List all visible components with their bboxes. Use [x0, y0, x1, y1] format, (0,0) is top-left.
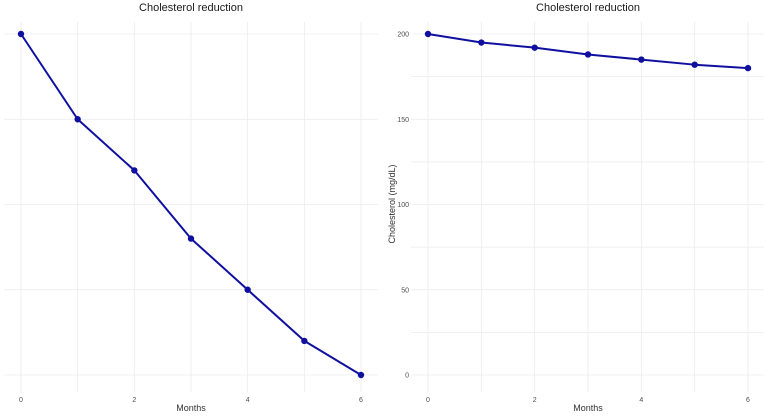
y-tick-label: 100	[397, 202, 409, 209]
y-tick-label: 150	[397, 117, 409, 124]
x-axis-label: Months	[176, 403, 206, 413]
x-axis-label: Months	[573, 403, 603, 413]
x-tick-label: 0	[19, 397, 23, 404]
data-point	[357, 371, 365, 379]
left-chart-panel: Cholesterol reduction Months 0 2 4 6	[4, 2, 378, 413]
x-tick-label: 0	[426, 397, 430, 404]
x-tick-label: 4	[639, 397, 643, 404]
data-point	[17, 30, 25, 38]
x-tick-label: 6	[359, 397, 363, 404]
y-axis-label: Cholesterol (mg/dL)	[387, 164, 397, 243]
x-tick-label: 2	[132, 397, 136, 404]
y-tick-label: 0	[405, 373, 409, 380]
data-point	[424, 30, 432, 38]
data-point	[131, 167, 138, 174]
data-point	[638, 56, 645, 63]
chart-title: Cholesterol reduction	[536, 2, 640, 14]
y-tick-label: 50	[401, 287, 409, 294]
x-tick-label: 6	[746, 397, 750, 404]
y-tick-label: 200	[397, 32, 409, 39]
chart-title: Cholesterol reduction	[139, 2, 243, 14]
data-point	[584, 51, 592, 58]
data-point	[74, 116, 81, 123]
data-point	[244, 286, 251, 293]
data-point	[744, 64, 752, 72]
data-point	[301, 337, 308, 345]
data-point	[478, 39, 485, 46]
data-point	[691, 61, 698, 68]
x-tick-label: 4	[246, 397, 250, 404]
x-tick-label: 2	[533, 397, 537, 404]
data-point	[531, 44, 538, 51]
data-point	[187, 235, 195, 242]
right-chart-panel: Cholesterol reduction Months Cholesterol (…	[387, 2, 764, 413]
